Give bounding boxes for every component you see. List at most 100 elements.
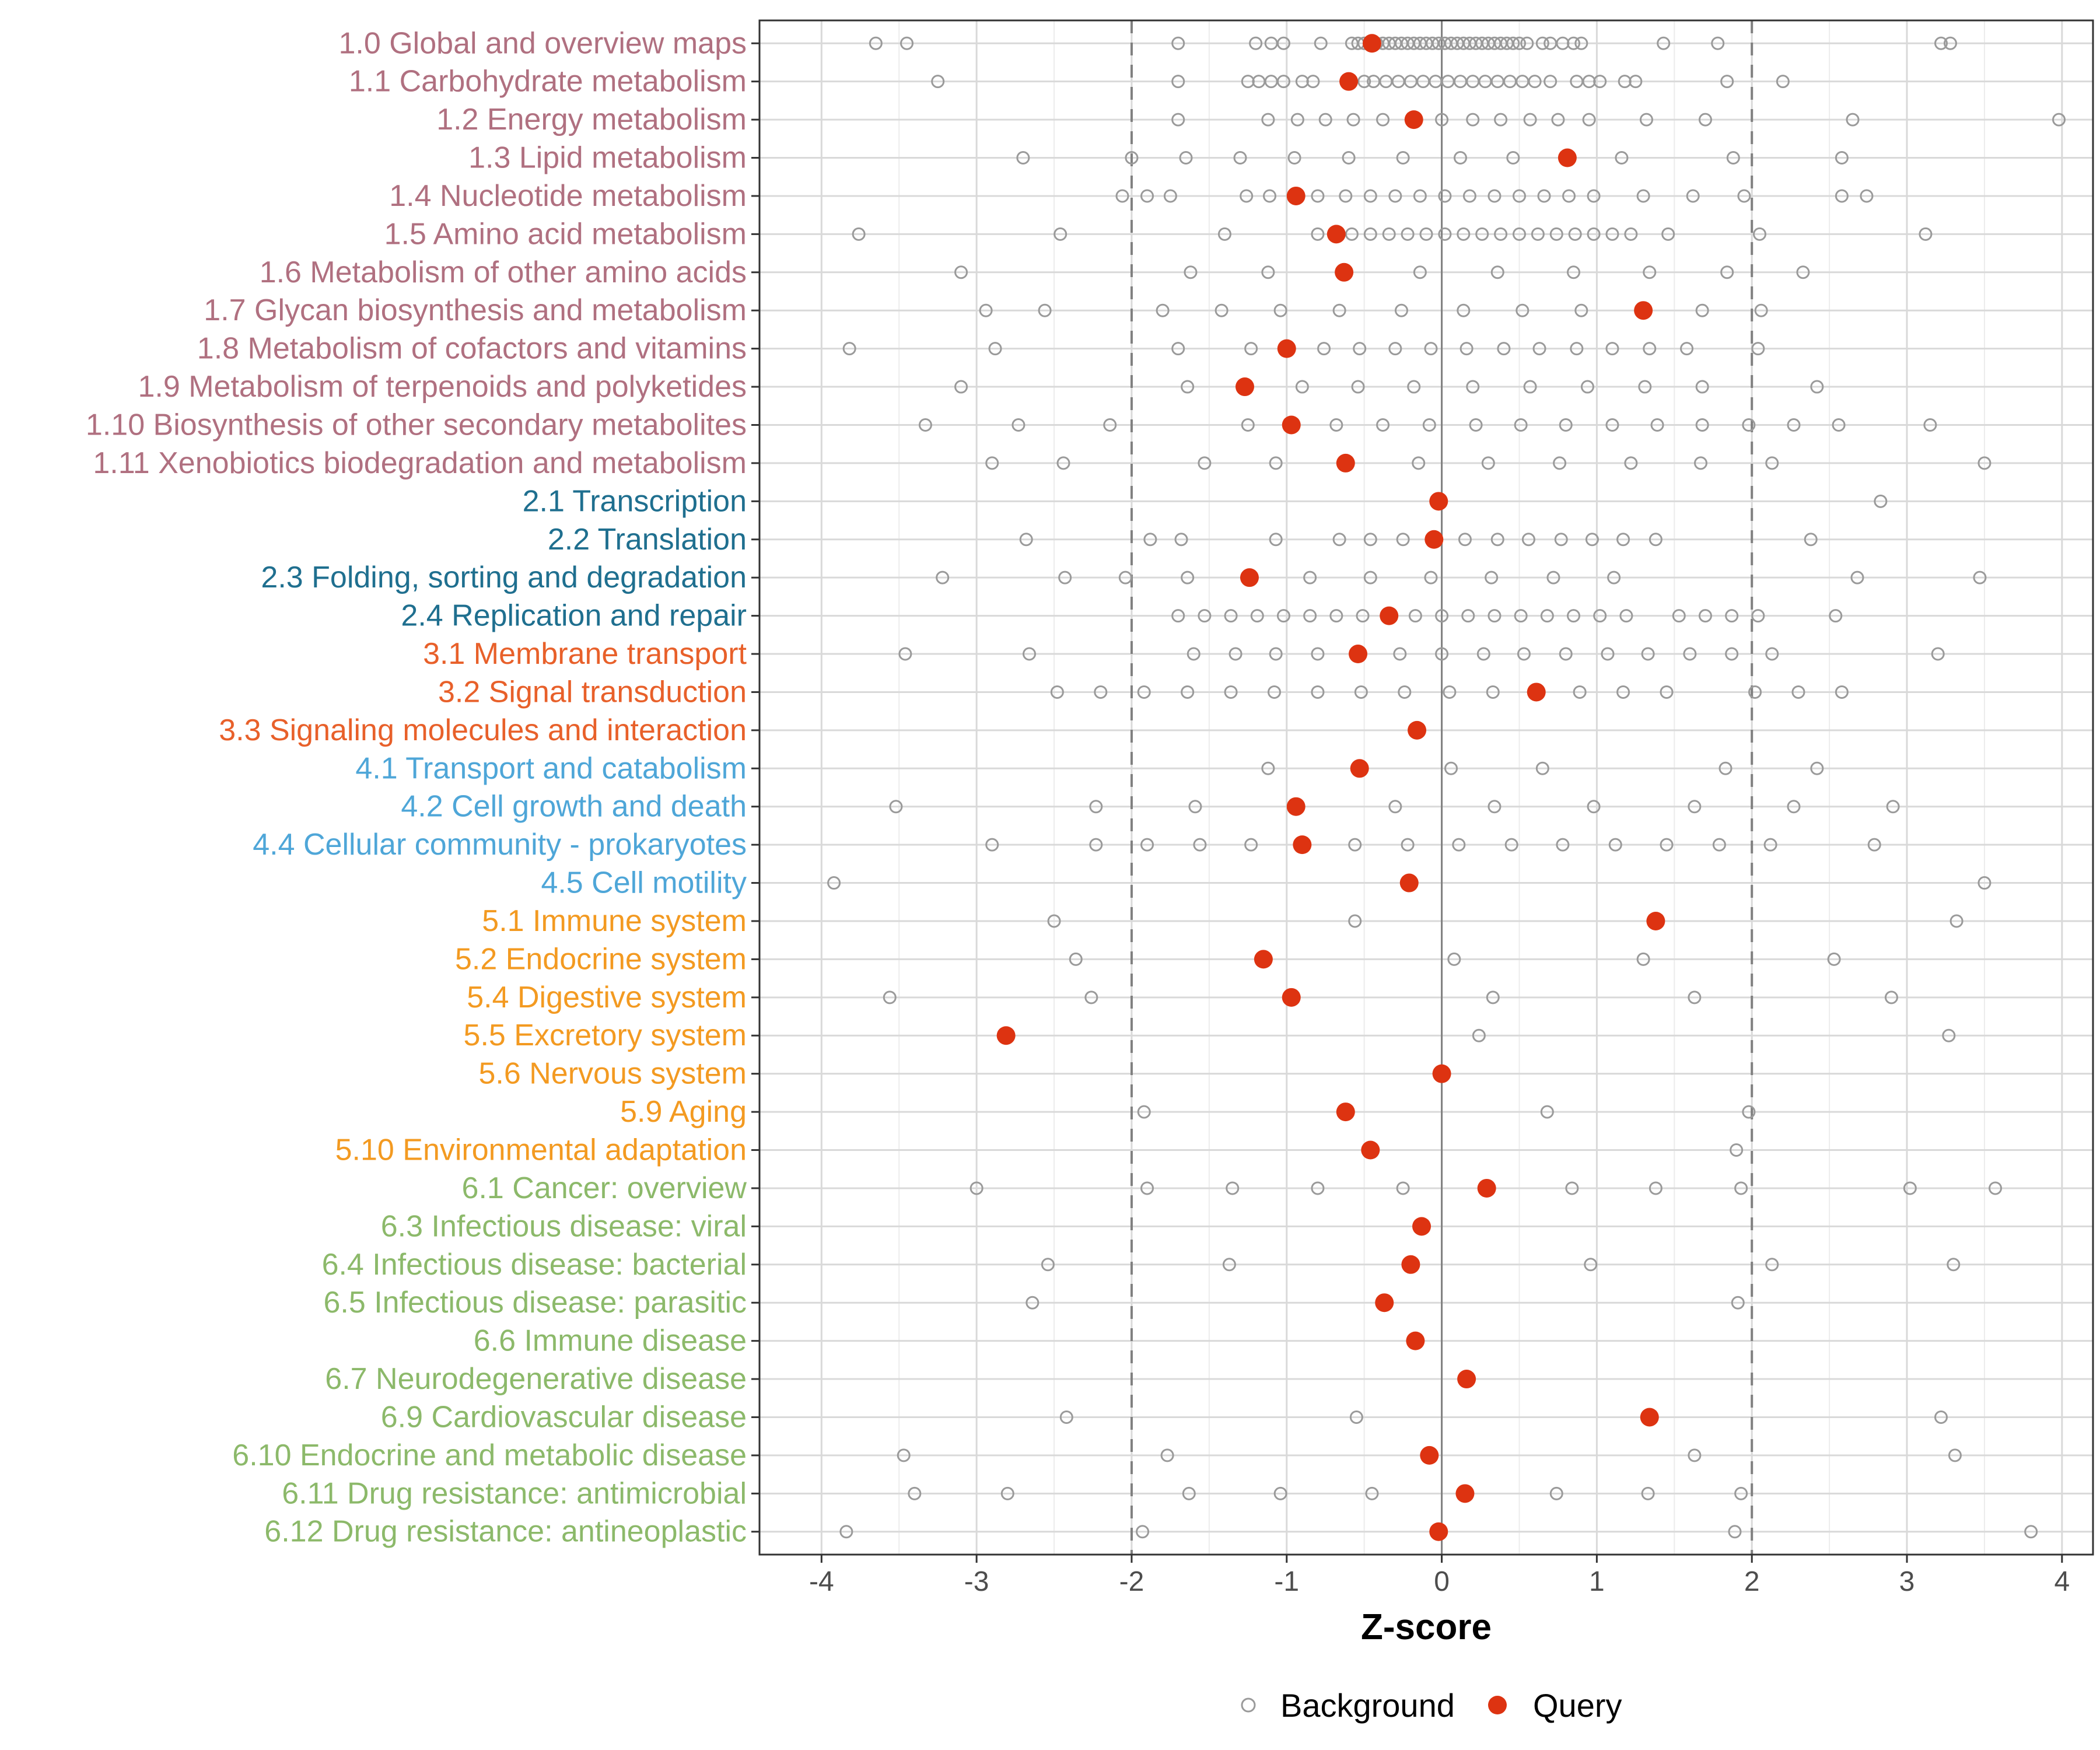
- category-label: 5.10 Environmental adaptation: [335, 1133, 747, 1167]
- background-point: [1276, 75, 1290, 89]
- background-point: [1624, 227, 1638, 241]
- background-point: [1171, 609, 1185, 623]
- background-point: [1348, 838, 1362, 852]
- background-point: [1041, 1258, 1055, 1272]
- background-point: [1363, 189, 1377, 203]
- query-point: [1277, 339, 1296, 358]
- background-point: [1457, 227, 1471, 241]
- query-point: [1408, 720, 1427, 740]
- background-point: [1688, 800, 1702, 814]
- category-label: 6.11 Drug resistance: antimicrobial: [282, 1476, 747, 1510]
- background-point: [1787, 800, 1801, 814]
- background-point: [1222, 1258, 1236, 1272]
- background-point: [1295, 380, 1309, 394]
- background-point: [1457, 303, 1471, 317]
- category-label: 5.1 Immune system: [482, 904, 747, 938]
- background-point: [1683, 647, 1697, 661]
- query-point: [1558, 148, 1577, 167]
- background-point: [1056, 456, 1070, 470]
- background-point: [1540, 1105, 1554, 1119]
- background-point: [1244, 838, 1258, 852]
- background-point: [1650, 418, 1664, 432]
- query-point: [1293, 835, 1312, 855]
- background-point: [1919, 227, 1933, 241]
- background-point: [1269, 533, 1283, 547]
- background-point: [1363, 227, 1377, 241]
- background-point: [1562, 189, 1576, 203]
- background-point: [1514, 609, 1528, 623]
- panel-border: [758, 19, 2094, 1556]
- background-point: [1089, 838, 1103, 852]
- background-point: [1638, 380, 1652, 394]
- background-point: [1460, 342, 1474, 356]
- background-point: [1506, 36, 1520, 50]
- query-point: [1457, 1370, 1476, 1389]
- background-point: [1734, 1181, 1748, 1195]
- background-point: [1947, 1258, 1961, 1272]
- category-label: 2.3 Folding, sorting and degradation: [261, 561, 747, 594]
- background-point: [1718, 761, 1732, 775]
- background-point: [970, 1181, 984, 1195]
- category-label: 1.4 Nucleotide metabolism: [389, 179, 747, 213]
- category-label: 1.6 Metabolism of other amino acids: [260, 256, 747, 289]
- background-point: [1711, 36, 1725, 50]
- background-point: [1136, 1525, 1150, 1539]
- background-point: [988, 342, 1002, 356]
- background-point: [1698, 609, 1712, 623]
- background-point: [1466, 380, 1480, 394]
- background-point: [1574, 36, 1588, 50]
- x-tick-label: 1: [1589, 1566, 1605, 1597]
- background-point: [1329, 609, 1343, 623]
- background-point: [1345, 227, 1359, 241]
- background-point: [1616, 685, 1630, 699]
- background-point: [1605, 227, 1619, 241]
- background-point: [1720, 75, 1734, 89]
- background-point: [1240, 189, 1254, 203]
- background-point: [1186, 647, 1200, 661]
- background-point: [1731, 1296, 1745, 1310]
- background-point: [1580, 380, 1594, 394]
- background-point: [1351, 380, 1365, 394]
- background-point: [1388, 342, 1402, 356]
- category-label: 3.2 Signal transduction: [438, 675, 747, 709]
- query-point: [1429, 1522, 1448, 1541]
- background-point: [897, 1448, 911, 1462]
- background-point: [1584, 1258, 1598, 1272]
- background-point: [1641, 647, 1655, 661]
- query-point: [1254, 950, 1273, 969]
- background-point: [1488, 609, 1502, 623]
- background-point: [1412, 456, 1426, 470]
- category-label: 4.1 Transport and catabolism: [355, 751, 747, 785]
- background-point: [1942, 1028, 1956, 1042]
- background-point: [1624, 456, 1638, 470]
- background-point: [936, 570, 950, 584]
- background-point: [1453, 151, 1467, 165]
- background-point: [1835, 189, 1849, 203]
- background-point: [1054, 227, 1068, 241]
- query-point: [1477, 1178, 1496, 1198]
- background-point: [1559, 418, 1573, 432]
- background-point: [1688, 991, 1702, 1005]
- background-point: [1447, 952, 1461, 966]
- background-point: [1850, 570, 1864, 584]
- background-point: [1396, 151, 1410, 165]
- category-label: 5.5 Excretory system: [464, 1019, 747, 1052]
- background-point: [1742, 418, 1756, 432]
- background-point: [1250, 609, 1264, 623]
- background-point: [1532, 342, 1546, 356]
- background-point: [1886, 800, 1900, 814]
- background-point: [1413, 189, 1427, 203]
- query-point: [1404, 110, 1423, 130]
- background-point: [1261, 761, 1275, 775]
- query-point: [1375, 1293, 1394, 1312]
- background-point: [1615, 151, 1629, 165]
- background-point: [1311, 1181, 1325, 1195]
- background-point: [1695, 303, 1709, 317]
- background-point: [2024, 1525, 2038, 1539]
- category-label: 1.11 Xenobiotics biodegradation and meta…: [93, 446, 747, 480]
- category-label: 1.3 Lipid metabolism: [468, 141, 747, 175]
- background-point: [1810, 761, 1824, 775]
- category-label: 5.4 Digestive system: [467, 981, 747, 1014]
- category-label: 1.5 Amino acid metabolism: [384, 217, 747, 251]
- background-point: [1217, 227, 1231, 241]
